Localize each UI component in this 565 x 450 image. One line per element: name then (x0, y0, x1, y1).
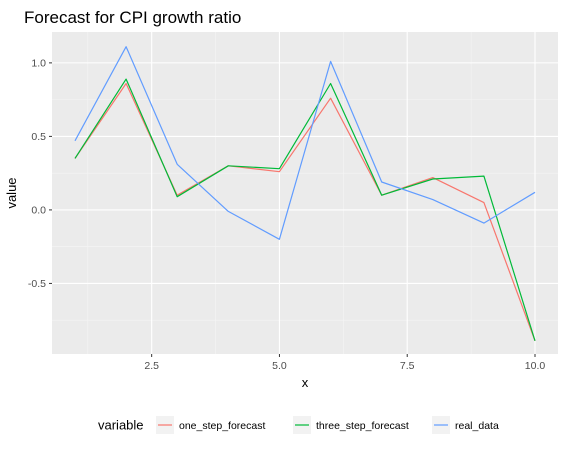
major-gridlines (52, 32, 558, 354)
plot-panel (52, 32, 558, 354)
x-tick-label: 5.0 (272, 360, 287, 372)
chart-title: Forecast for CPI growth ratio (24, 8, 241, 27)
legend-label-real-data: real_data (455, 420, 499, 432)
y-tick-label: 1.0 (31, 57, 46, 69)
y-axis-ticks: 1.0 0.5 0.0 -0.5 (28, 57, 52, 290)
x-tick-label: 7.5 (400, 360, 415, 372)
y-axis-label: value (4, 177, 19, 208)
x-axis-label: x (302, 375, 309, 390)
series-line-real-data (74, 46, 536, 240)
legend-label-one-step-forecast: one_step_forecast (179, 420, 265, 432)
x-tick-label: 10.0 (525, 360, 546, 372)
series-line-three-step-forecast (74, 78, 536, 341)
x-axis-ticks: 2.5 5.0 7.5 10.0 (144, 354, 545, 372)
legend-title: variable (98, 418, 144, 433)
legend-label-three-step-forecast: three_step_forecast (316, 420, 409, 432)
series-lines (74, 46, 536, 342)
legend: variable one_step_forecast three_step_for… (98, 416, 499, 434)
minor-gridlines (52, 32, 558, 354)
y-tick-label: 0.5 (31, 131, 46, 143)
x-tick-label: 2.5 (144, 360, 159, 372)
y-tick-label: -0.5 (28, 278, 46, 290)
y-tick-label: 0.0 (31, 204, 46, 216)
